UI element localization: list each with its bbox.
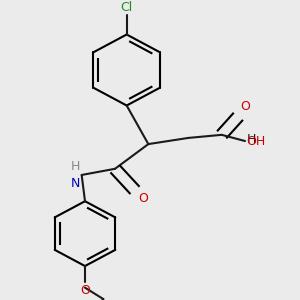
Text: N: N xyxy=(70,176,80,190)
Text: H: H xyxy=(247,133,256,146)
Text: H: H xyxy=(70,160,80,173)
Text: O: O xyxy=(240,100,250,113)
Text: O: O xyxy=(138,192,148,205)
Text: Cl: Cl xyxy=(121,1,133,14)
Text: O: O xyxy=(80,284,90,297)
Text: OH: OH xyxy=(247,134,266,148)
